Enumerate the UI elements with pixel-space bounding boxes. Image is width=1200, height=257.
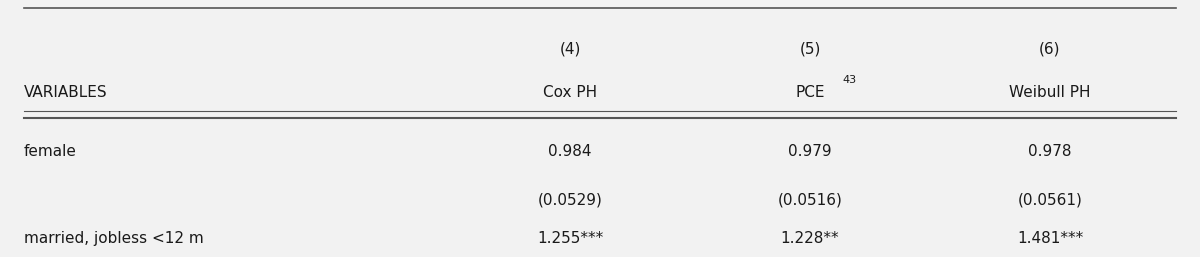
Text: (0.0516): (0.0516) <box>778 193 842 208</box>
Text: 0.984: 0.984 <box>548 144 592 159</box>
Text: 43: 43 <box>842 75 857 85</box>
Text: VARIABLES: VARIABLES <box>24 85 108 100</box>
Text: (0.0529): (0.0529) <box>538 193 602 208</box>
Text: PCE: PCE <box>796 85 824 100</box>
Text: (5): (5) <box>799 41 821 56</box>
Text: 0.979: 0.979 <box>788 144 832 159</box>
Text: Cox PH: Cox PH <box>542 85 598 100</box>
Text: (4): (4) <box>559 41 581 56</box>
Text: 1.255***: 1.255*** <box>536 231 604 246</box>
Text: (0.0561): (0.0561) <box>1018 193 1082 208</box>
Text: (6): (6) <box>1039 41 1061 56</box>
Text: Weibull PH: Weibull PH <box>1009 85 1091 100</box>
Text: 1.228**: 1.228** <box>781 231 839 246</box>
Text: 1.481***: 1.481*** <box>1016 231 1084 246</box>
Text: married, jobless <12 m: married, jobless <12 m <box>24 231 204 246</box>
Text: female: female <box>24 144 77 159</box>
Text: 0.978: 0.978 <box>1028 144 1072 159</box>
